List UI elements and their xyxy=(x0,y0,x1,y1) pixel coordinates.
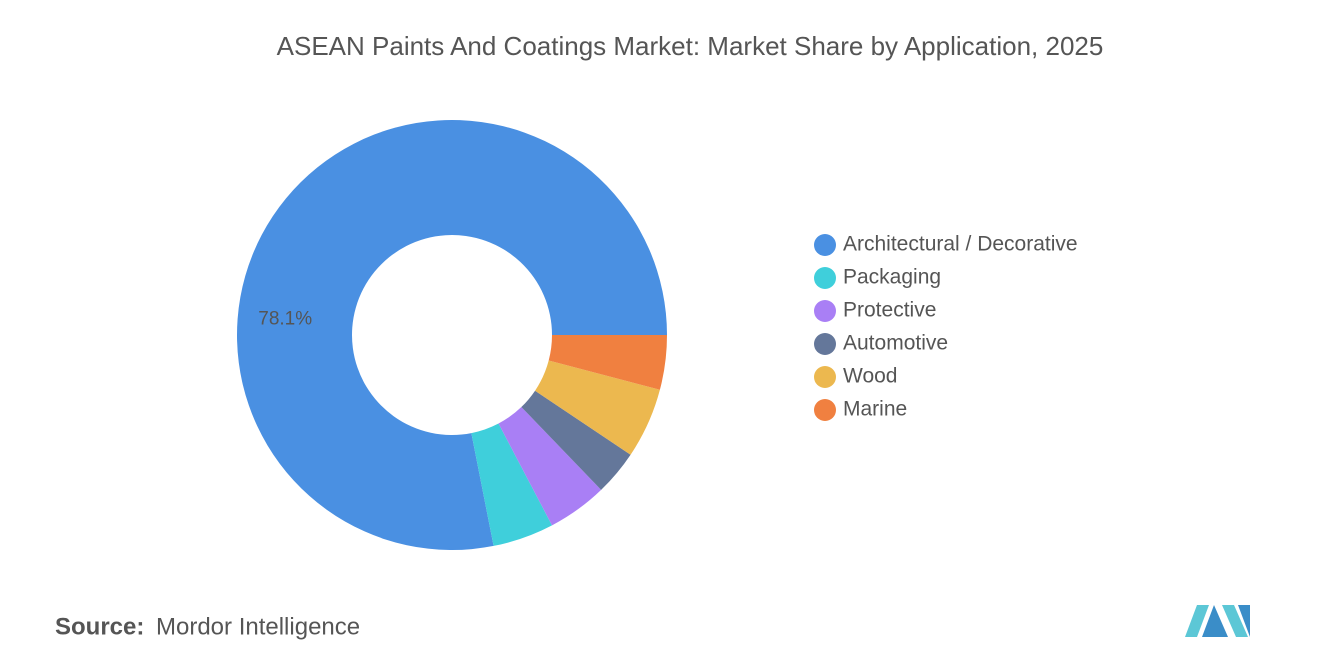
logo xyxy=(1185,605,1250,637)
data-label: 78.1% xyxy=(258,309,312,330)
legend-marker xyxy=(814,234,836,256)
donut-slice xyxy=(521,390,631,490)
legend-label: Automotive xyxy=(843,332,948,355)
legend-marker xyxy=(814,300,836,322)
legend-label: Wood xyxy=(843,365,897,388)
legend-label: Protective xyxy=(843,299,936,322)
source-text: Mordor Intelligence xyxy=(156,613,360,640)
legend-marker xyxy=(814,333,836,355)
legend-marker xyxy=(814,366,836,388)
donut-slice xyxy=(471,423,553,546)
donut-slice xyxy=(237,119,667,550)
chart-title: ASEAN Paints And Coatings Market: Market… xyxy=(277,31,1104,61)
legend-label: Marine xyxy=(843,398,907,421)
donut-slice xyxy=(498,407,602,526)
legend-label: Packaging xyxy=(843,266,941,289)
donut-slice xyxy=(548,335,667,390)
legend-label: Architectural / Decorative xyxy=(843,233,1078,256)
legend-marker xyxy=(814,267,836,289)
source-label: Source: xyxy=(55,613,144,640)
legend-marker xyxy=(814,399,836,421)
donut-slice xyxy=(535,360,660,455)
